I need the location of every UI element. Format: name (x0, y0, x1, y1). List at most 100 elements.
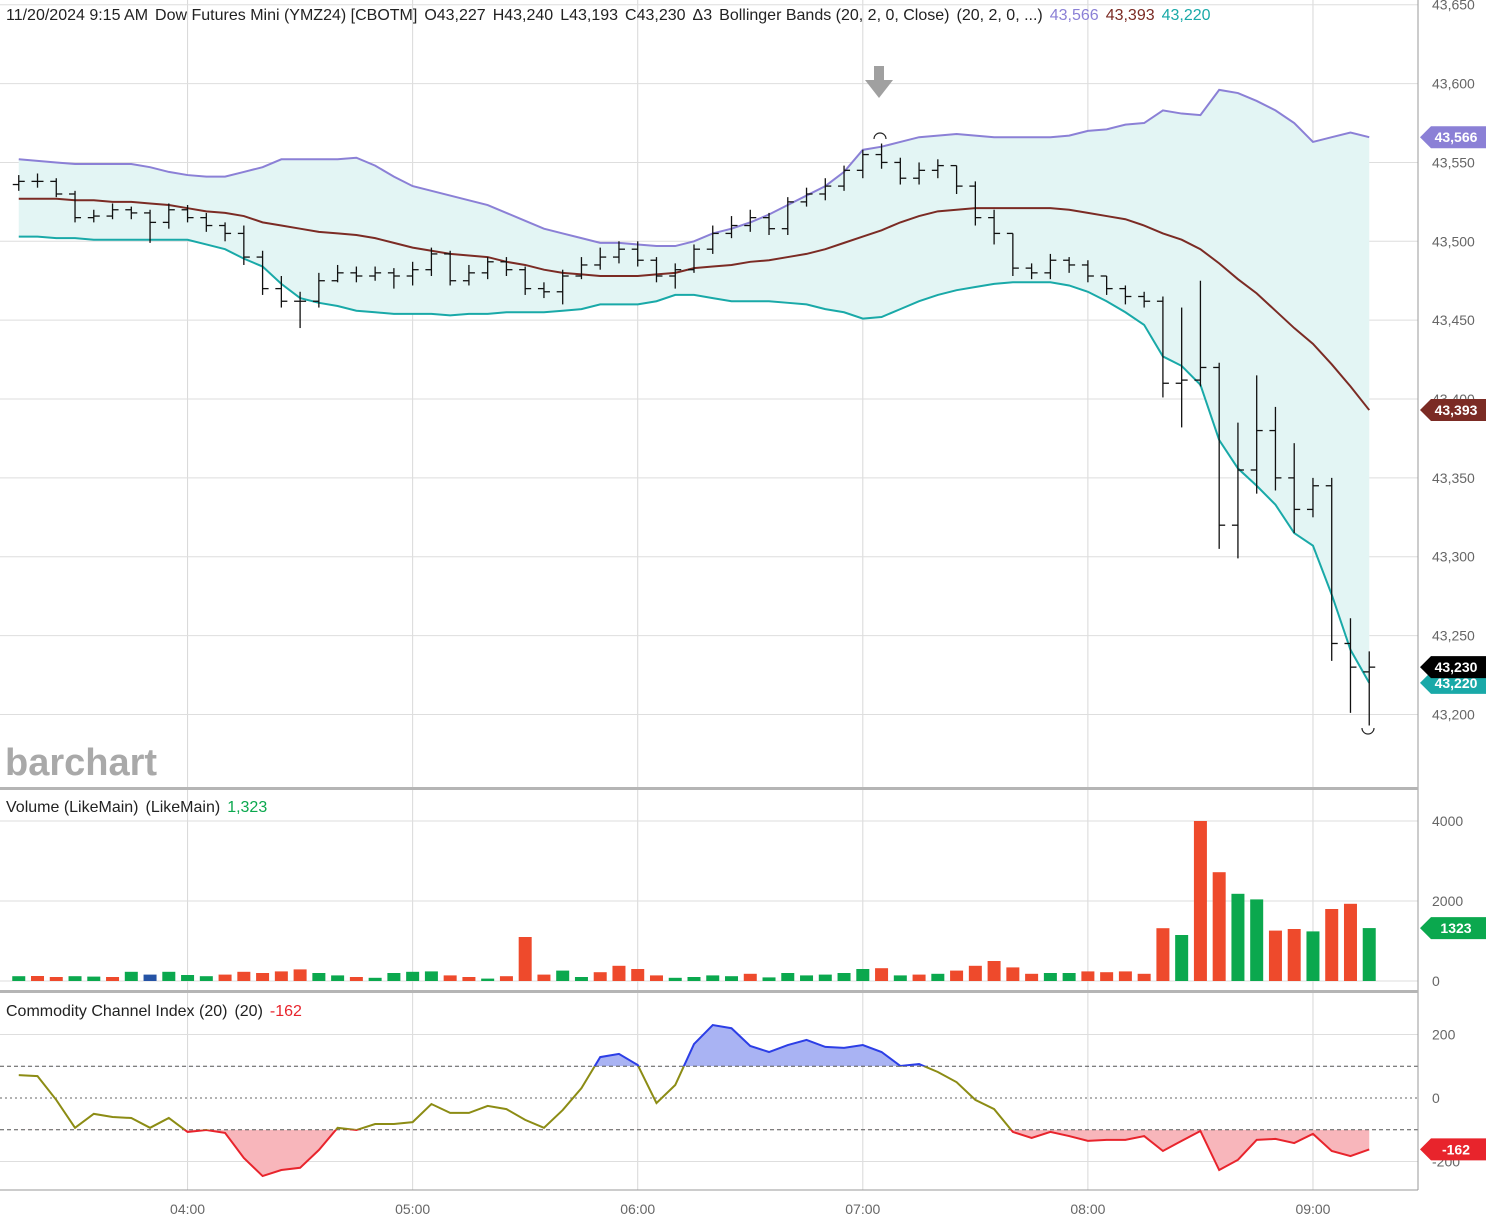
volume-bar (68, 976, 82, 981)
volume-bar (181, 975, 195, 981)
y-tick-label: 2000 (1432, 893, 1463, 909)
header-item: Δ3 (693, 7, 713, 24)
header-item: (20) (234, 1003, 262, 1020)
volume-bar (1287, 929, 1301, 981)
volume-bar (1156, 928, 1170, 981)
volume-bar (1231, 893, 1245, 981)
x-tick-label: 05:00 (395, 1201, 430, 1217)
volume-bar (743, 973, 757, 981)
value-badge (1420, 399, 1486, 422)
volume-bar (593, 972, 607, 981)
y-tick-label: 0 (1432, 1090, 1440, 1106)
header-item: 43,566 (1050, 7, 1099, 24)
axes (0, 0, 1419, 1191)
volume-bar (481, 978, 495, 981)
y-tick-label: 43,300 (1432, 549, 1475, 565)
volume-bar (781, 973, 795, 981)
y-tick-label: 43,250 (1432, 628, 1475, 644)
volume-bar (1343, 903, 1357, 981)
volume-bar (893, 975, 907, 981)
volume-bar (293, 969, 307, 981)
y-tick-label: 43,350 (1432, 470, 1475, 486)
badge-label: 43,393 (1435, 402, 1478, 418)
x-tick-label: 09:00 (1295, 1201, 1330, 1217)
volume-bar (537, 974, 551, 981)
volume-bar (387, 973, 401, 981)
labels: 04:00 05:00 06:00 07:00 08:00 09:00 43,200 43,2… (6, 0, 1486, 1217)
high-arrow (865, 66, 1375, 735)
badge-label: 43,220 (1435, 675, 1478, 691)
volume-bar (424, 971, 438, 981)
header-item: Dow Futures Mini (YMZ24) [CBOTM] (155, 7, 417, 24)
arrow-stem (874, 66, 884, 80)
volume-bar (237, 971, 251, 981)
volume-bar (1006, 967, 1020, 981)
cci-line (593, 1023, 927, 1067)
volume-bar (143, 974, 157, 981)
panel-header: Commodity Channel Index (20) (20) -162 (6, 1003, 302, 1020)
volume-bar (349, 977, 363, 981)
volume-bar (837, 973, 851, 981)
panel-header: 11/20/2024 9:15 AM Dow Futures Mini (YMZ2… (6, 7, 1211, 24)
volume-bar (124, 971, 138, 981)
volume-bar (518, 937, 532, 981)
volume-bar (199, 976, 213, 981)
cci-below-fill (18, 1129, 1370, 1177)
header-item: O43,227 (424, 7, 485, 24)
header-item: 43,393 (1106, 7, 1155, 24)
badge-label: 1323 (1440, 920, 1471, 936)
volume-bar (931, 973, 945, 981)
volume-bar (649, 975, 663, 981)
volume-bar (12, 976, 26, 981)
value-badge (1420, 126, 1486, 149)
volume-bar (31, 976, 45, 981)
volume-bar (368, 977, 382, 981)
volume-bar (1081, 971, 1095, 981)
badge-label: 43,230 (1435, 659, 1478, 675)
volume-bar (725, 976, 739, 981)
volume-bar (1193, 821, 1207, 981)
volume-bar (987, 961, 1001, 981)
volume-bar (1025, 973, 1039, 981)
header-item: Commodity Channel Index (20) (6, 1003, 227, 1020)
band-line (18, 88, 1370, 248)
header-item: Bollinger Bands (20, 2, 0, Close) (719, 7, 949, 24)
volume-bar (556, 970, 570, 981)
volume-bar (1362, 928, 1376, 981)
y-tick-label: 4000 (1432, 813, 1463, 829)
value-badge (1420, 1138, 1486, 1161)
header-item: -162 (270, 1003, 302, 1020)
volume-bar (1268, 930, 1282, 981)
volume-bar (762, 977, 776, 981)
volume-bar (631, 969, 645, 981)
y-tick-label: 43,200 (1432, 706, 1475, 722)
volume-bar (1137, 973, 1151, 981)
volume-bar (950, 970, 964, 981)
volume-bar (875, 968, 889, 981)
x-tick-label: 06:00 (620, 1201, 655, 1217)
volume-bar (1306, 931, 1320, 981)
header-item: C43,230 (625, 7, 686, 24)
volume-bar (856, 969, 870, 981)
volume-bar (1043, 973, 1057, 981)
y-tick-label: 43,450 (1432, 312, 1475, 328)
header-item: Volume (LikeMain) (6, 799, 139, 816)
low-marker (1361, 727, 1375, 735)
volume-bar (818, 974, 832, 981)
y-tick-label: 0 (1432, 973, 1440, 989)
high-marker (873, 132, 887, 140)
volume-bar (106, 977, 120, 981)
volume-bar (331, 975, 345, 981)
header-item: L43,193 (560, 7, 618, 24)
x-tick-label: 07:00 (845, 1201, 880, 1217)
value-badge (1420, 917, 1486, 940)
volume-bar (800, 975, 814, 981)
y-tick-label: 43,500 (1432, 233, 1475, 249)
volume-bar (912, 974, 926, 981)
volume-bar (49, 977, 63, 981)
volume-bar (218, 974, 232, 981)
panel-header: Volume (LikeMain) (LikeMain) 1,323 (6, 799, 267, 816)
